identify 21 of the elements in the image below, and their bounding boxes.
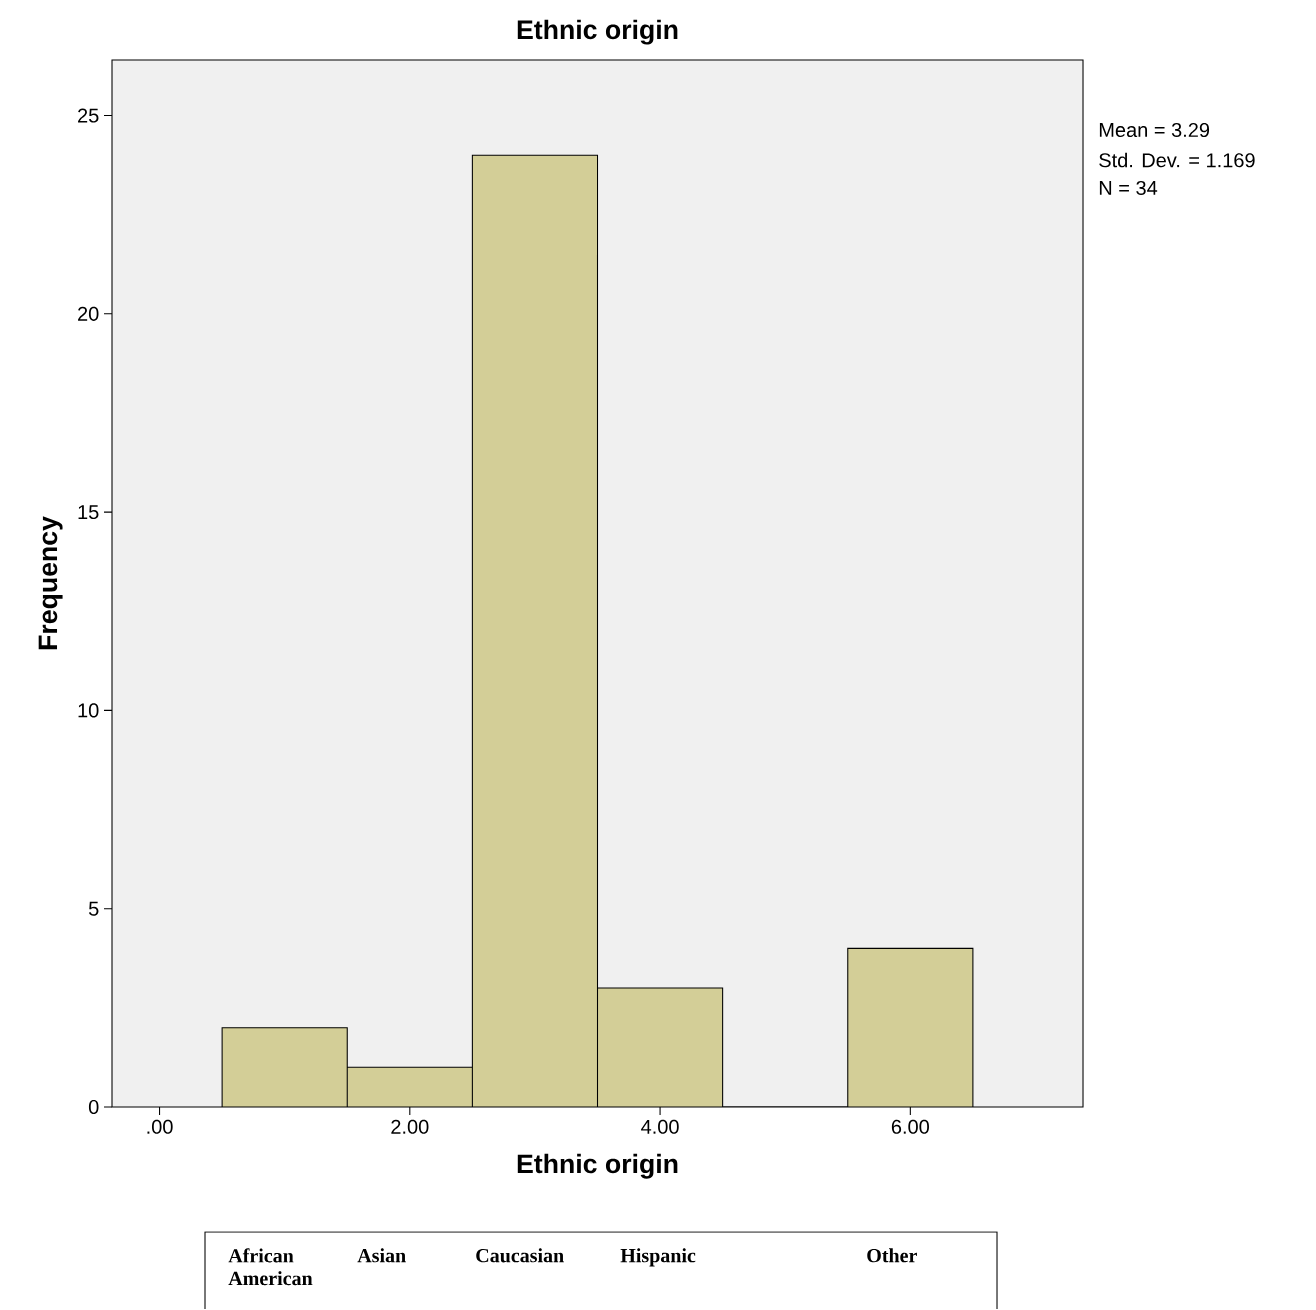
y-tick-label: 25 [78,108,99,123]
text: Caucasian [476,1248,564,1263]
y-tick-label: 20 [78,306,99,321]
x-tick-label: .00 [147,1119,173,1134]
x-tick-label: 2.00 [391,1119,429,1134]
y-tick-label: 5 [88,901,99,916]
text: African American [228,1248,313,1286]
text: N = 34 [1099,180,1158,196]
text: Asian [357,1248,406,1263]
y-tick-label: 10 [78,703,99,718]
y-tick-label: 0 [88,1099,99,1115]
text: Std. Dev. = 1.169 [1099,152,1255,168]
y-axis-title: Frequency [38,516,63,650]
x-tick-label: 4.00 [641,1119,679,1134]
y-tick-label: 15 [78,505,99,520]
text: Hispanic [620,1248,696,1267]
text: Mean = 3.29 [1099,122,1210,138]
x-tick-label: 6.00 [891,1119,929,1134]
x-axis-title: Ethnic origin [517,1153,678,1179]
chart-title: Ethnic origin [517,19,678,45]
text: Other [867,1248,917,1263]
